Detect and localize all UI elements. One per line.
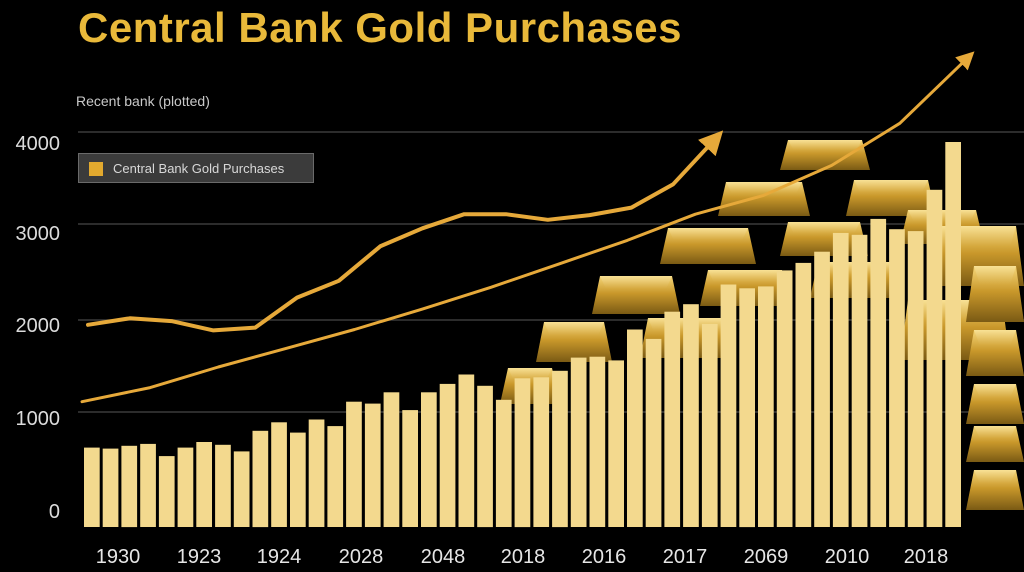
- bar: [346, 401, 362, 527]
- legend-swatch: [89, 162, 103, 176]
- bar: [570, 357, 587, 527]
- bar: [608, 360, 624, 527]
- bar: [271, 422, 287, 527]
- trend-line: [86, 130, 724, 333]
- chart-title: Central Bank Gold Purchases: [78, 4, 683, 51]
- bar: [851, 234, 868, 528]
- gold-ingot: [592, 276, 680, 314]
- bar: [215, 444, 231, 527]
- bar: [552, 370, 568, 528]
- bar: [870, 218, 887, 527]
- bar: [683, 304, 699, 527]
- x-tick-label: 2069: [744, 546, 789, 568]
- bar: [701, 323, 718, 527]
- bar: [84, 447, 100, 527]
- bar: [907, 231, 924, 527]
- x-tick-label: 2017: [663, 546, 708, 568]
- chart-subtitle: Recent bank (plotted): [76, 93, 210, 109]
- gold-ingot: [966, 330, 1024, 376]
- bar: [158, 456, 175, 527]
- x-axis: 1930 1923 1924 2028 2048 2018 2016 2017 2069 2010…: [96, 546, 949, 568]
- x-tick-label: 1930: [96, 546, 141, 568]
- y-tick-label: 3000: [16, 223, 61, 245]
- gold-ingot-top: [544, 322, 604, 336]
- gold-ingot-top: [788, 222, 860, 234]
- bar: [495, 399, 512, 527]
- gold-ingot: [966, 266, 1024, 322]
- gold-ingot: [660, 228, 756, 264]
- bar: [421, 392, 437, 527]
- gold-ingot-top: [974, 266, 1016, 286]
- x-tick-label: 2010: [825, 546, 870, 568]
- bar: [795, 262, 812, 527]
- bar: [140, 443, 156, 527]
- gold-ingot-top: [974, 330, 1016, 347]
- gold-ingot: [846, 180, 936, 216]
- gold-ingot: [966, 426, 1024, 462]
- gold-ingot: [718, 182, 810, 216]
- y-tick-label: 1000: [16, 408, 61, 430]
- bar: [664, 311, 681, 527]
- bar: [233, 451, 250, 527]
- bar: [252, 430, 269, 528]
- bar: [477, 385, 493, 528]
- gold-ingot: [966, 470, 1024, 510]
- bar: [290, 432, 306, 527]
- bar: [739, 288, 755, 528]
- bar: [402, 410, 418, 527]
- x-tick-label: 1923: [177, 546, 222, 568]
- gold-ingot-top: [974, 384, 1016, 398]
- bar: [832, 232, 849, 527]
- gold-ingot-top: [974, 426, 1016, 439]
- bar: [439, 383, 456, 527]
- x-tick-label: 2016: [582, 546, 627, 568]
- gold-ingot: [780, 140, 870, 170]
- gold-ingot-top: [600, 276, 672, 290]
- x-tick-label: 2048: [421, 546, 466, 568]
- x-tick-label: 2018: [501, 546, 546, 568]
- legend-label: Central Bank Gold Purchases: [113, 161, 285, 176]
- bar: [121, 445, 138, 528]
- gold-ingot-top: [668, 228, 748, 241]
- gold-ingot-top: [974, 470, 1016, 484]
- bar: [645, 338, 662, 527]
- y-tick-label: 0: [49, 501, 60, 523]
- y-axis: 0 1000 2000 3000 4000: [16, 133, 61, 523]
- bar: [458, 374, 475, 527]
- gold-ingot-top: [708, 270, 782, 283]
- bar: [514, 378, 531, 528]
- gold-ingot-top: [726, 182, 802, 194]
- bar: [627, 329, 643, 527]
- bar-series: [84, 142, 961, 528]
- bar: [177, 447, 194, 527]
- bar: [776, 270, 793, 527]
- gold-ingot-top: [854, 180, 928, 193]
- bar: [720, 284, 737, 527]
- bar: [327, 426, 344, 527]
- y-tick-label: 4000: [16, 133, 61, 155]
- bar: [926, 189, 943, 528]
- bar: [889, 229, 905, 527]
- bar: [364, 403, 381, 527]
- gold-ingot: [536, 322, 612, 362]
- bar: [533, 377, 550, 527]
- y-tick-label: 2000: [16, 315, 61, 337]
- gold-ingot: [966, 384, 1024, 424]
- x-tick-label: 2028: [339, 546, 384, 568]
- bar: [589, 356, 606, 527]
- trend-lines: [80, 51, 975, 404]
- bar: [196, 442, 212, 527]
- bar: [945, 142, 961, 527]
- bar: [758, 286, 774, 527]
- gold-ingot-top: [788, 140, 862, 151]
- x-tick-label: 2018: [904, 546, 949, 568]
- bar: [814, 251, 830, 527]
- bar: [308, 419, 325, 527]
- x-tick-label: 1924: [257, 546, 302, 568]
- bar: [383, 392, 400, 527]
- legend: Central Bank Gold Purchases: [78, 153, 314, 183]
- growth-line: [80, 51, 975, 404]
- bar: [102, 448, 119, 527]
